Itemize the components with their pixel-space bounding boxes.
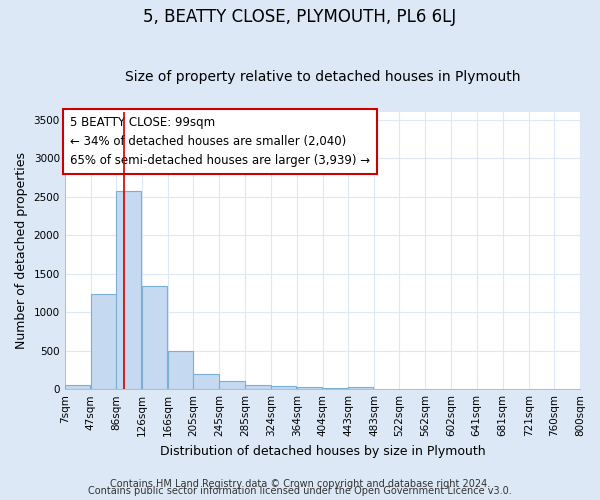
Bar bbox=[348, 387, 373, 389]
Bar bbox=[65, 386, 90, 389]
Bar bbox=[245, 386, 271, 389]
Bar bbox=[116, 190, 142, 389]
Bar bbox=[220, 380, 245, 389]
Text: 5, BEATTY CLOSE, PLYMOUTH, PL6 6LJ: 5, BEATTY CLOSE, PLYMOUTH, PL6 6LJ bbox=[143, 8, 457, 26]
Bar bbox=[168, 352, 193, 389]
Text: 5 BEATTY CLOSE: 99sqm
← 34% of detached houses are smaller (2,040)
65% of semi-d: 5 BEATTY CLOSE: 99sqm ← 34% of detached … bbox=[70, 116, 370, 167]
Bar bbox=[91, 294, 116, 389]
Text: Contains HM Land Registry data © Crown copyright and database right 2024.: Contains HM Land Registry data © Crown c… bbox=[110, 479, 490, 489]
Y-axis label: Number of detached properties: Number of detached properties bbox=[15, 152, 28, 349]
Bar bbox=[142, 286, 167, 389]
Bar bbox=[271, 386, 296, 389]
Title: Size of property relative to detached houses in Plymouth: Size of property relative to detached ho… bbox=[125, 70, 520, 85]
X-axis label: Distribution of detached houses by size in Plymouth: Distribution of detached houses by size … bbox=[160, 444, 485, 458]
Text: Contains public sector information licensed under the Open Government Licence v3: Contains public sector information licen… bbox=[88, 486, 512, 496]
Bar bbox=[323, 388, 348, 389]
Bar bbox=[296, 387, 322, 389]
Bar bbox=[193, 374, 218, 389]
